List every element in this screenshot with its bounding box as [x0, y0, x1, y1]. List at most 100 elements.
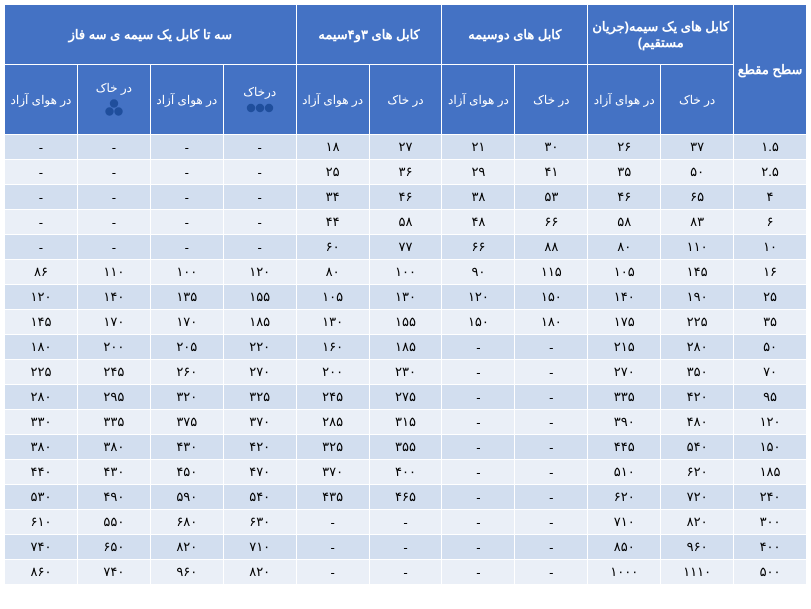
- table-row: ۲.۵۵۰۳۵۴۱۲۹۳۶۲۵----: [5, 160, 807, 185]
- data-cell: ۶۲۰: [588, 485, 661, 510]
- data-cell: -: [515, 385, 588, 410]
- data-cell: -: [223, 135, 296, 160]
- data-cell: ۸۲۰: [150, 535, 223, 560]
- data-cell: -: [150, 210, 223, 235]
- data-cell: ۱۱۵: [515, 260, 588, 285]
- data-cell: ۳۳۵: [588, 385, 661, 410]
- table-body: ۱.۵۳۷۲۶۳۰۲۱۲۷۱۸----۲.۵۵۰۳۵۴۱۲۹۳۶۲۵----۴۶…: [5, 135, 807, 585]
- data-cell: ۴۵۰: [150, 460, 223, 485]
- data-cell: ۱۲۰: [442, 285, 515, 310]
- data-cell: ۵۳۰: [5, 485, 78, 510]
- data-cell: ۸۲۰: [661, 510, 734, 535]
- data-cell: -: [369, 535, 442, 560]
- data-cell: ۱۴۰: [77, 285, 150, 310]
- data-cell: ۱۵۵: [369, 310, 442, 335]
- data-cell: ۳۸۰: [5, 435, 78, 460]
- data-cell: ۹۶۰: [150, 560, 223, 585]
- data-cell: ۱۵۰: [442, 310, 515, 335]
- data-cell: -: [223, 160, 296, 185]
- data-cell: ۷۲۰: [661, 485, 734, 510]
- row-header-cell: ۴: [734, 185, 807, 210]
- data-cell: -: [77, 185, 150, 210]
- data-cell: ۴۴۰: [5, 460, 78, 485]
- data-cell: ۵۱۰: [588, 460, 661, 485]
- data-cell: -: [442, 385, 515, 410]
- table-row: ۱۰۱۱۰۸۰۸۸۶۶۷۷۶۰----: [5, 235, 807, 260]
- data-cell: ۱۰۰: [369, 260, 442, 285]
- data-cell: ۸۶۰: [5, 560, 78, 585]
- data-cell: ۴۳۰: [77, 460, 150, 485]
- table-row: ۴۶۵۴۶۵۳۳۸۴۶۳۴----: [5, 185, 807, 210]
- data-cell: ۲۷۰: [588, 360, 661, 385]
- data-cell: ۳۵: [588, 160, 661, 185]
- data-cell: -: [150, 135, 223, 160]
- table-row: ۵۰۰۱۱۱۰۱۰۰۰----۸۲۰۹۶۰۷۴۰۸۶۰: [5, 560, 807, 585]
- data-cell: -: [515, 560, 588, 585]
- data-cell: ۴۷۰: [223, 460, 296, 485]
- data-cell: -: [442, 435, 515, 460]
- data-cell: ۴۸: [442, 210, 515, 235]
- data-cell: ۷۴۰: [77, 560, 150, 585]
- table-row: ۲۴۰۷۲۰۶۲۰--۴۶۵۴۳۵۵۴۰۵۹۰۴۹۰۵۳۰: [5, 485, 807, 510]
- data-cell: -: [515, 460, 588, 485]
- data-cell: ۵۸: [588, 210, 661, 235]
- data-cell: -: [515, 435, 588, 460]
- data-cell: ۶۱۰: [5, 510, 78, 535]
- data-cell: ۴۴: [296, 210, 369, 235]
- data-cell: -: [296, 535, 369, 560]
- table-row: ۹۵۴۲۰۳۳۵--۲۷۵۲۴۵۳۲۵۳۲۰۲۹۵۲۸۰: [5, 385, 807, 410]
- data-cell: -: [150, 160, 223, 185]
- data-cell: ۲۴۵: [77, 360, 150, 385]
- data-cell: ۲۸۵: [296, 410, 369, 435]
- data-cell: ۲۸۰: [5, 385, 78, 410]
- data-cell: -: [515, 410, 588, 435]
- data-cell: ۶۳۰: [223, 510, 296, 535]
- data-cell: ۸۸: [515, 235, 588, 260]
- data-cell: ۳۴: [296, 185, 369, 210]
- data-cell: ۲۱۵: [588, 335, 661, 360]
- data-cell: -: [5, 135, 78, 160]
- data-cell: ۲۷۵: [369, 385, 442, 410]
- subheader-g2-soil: در خاک: [515, 65, 588, 135]
- data-cell: -: [296, 510, 369, 535]
- data-cell: ۲۶۰: [150, 360, 223, 385]
- table-row: ۷۰۳۵۰۲۷۰--۲۳۰۲۰۰۲۷۰۲۶۰۲۴۵۲۲۵: [5, 360, 807, 385]
- data-cell: ۵۹۰: [150, 485, 223, 510]
- data-cell: ۲۵: [296, 160, 369, 185]
- row-header-cell: ۵۰: [734, 335, 807, 360]
- data-cell: ۴۶: [588, 185, 661, 210]
- data-cell: -: [515, 360, 588, 385]
- data-cell: ۲۰۵: [150, 335, 223, 360]
- data-cell: ۳۷۰: [223, 410, 296, 435]
- data-cell: ۲۹: [442, 160, 515, 185]
- row-header-cell: ۴۰۰: [734, 535, 807, 560]
- data-cell: ۳۲۵: [296, 435, 369, 460]
- data-cell: ۲۴۵: [296, 385, 369, 410]
- row-header-cell: ۳۵: [734, 310, 807, 335]
- data-cell: ۳۵۵: [369, 435, 442, 460]
- data-cell: ۲۲۵: [661, 310, 734, 335]
- row-header-cell: ۳۰۰: [734, 510, 807, 535]
- data-cell: -: [5, 185, 78, 210]
- data-cell: ۵۰: [661, 160, 734, 185]
- data-cell: ۵۵۰: [77, 510, 150, 535]
- data-cell: ۶۵: [661, 185, 734, 210]
- data-cell: ۴۲۰: [223, 435, 296, 460]
- data-cell: ۳۳۰: [5, 410, 78, 435]
- data-cell: ۳۹۰: [588, 410, 661, 435]
- data-cell: ۳۳۵: [77, 410, 150, 435]
- data-cell: -: [150, 185, 223, 210]
- row-header-cell: ۹۵: [734, 385, 807, 410]
- data-cell: ۲۱: [442, 135, 515, 160]
- subheader-g4-soil-tri: در خاک: [77, 65, 150, 135]
- data-cell: ۱۴۵: [661, 260, 734, 285]
- data-cell: -: [442, 560, 515, 585]
- data-cell: -: [223, 210, 296, 235]
- data-cell: ۸۰: [588, 235, 661, 260]
- table-row: ۳۵۲۲۵۱۷۵۱۸۰۱۵۰۱۵۵۱۳۰۱۸۵۱۷۰۱۷۰۱۴۵: [5, 310, 807, 335]
- table-row: ۲۵۱۹۰۱۴۰۱۵۰۱۲۰۱۳۰۱۰۵۱۵۵۱۳۵۱۴۰۱۲۰: [5, 285, 807, 310]
- data-cell: -: [442, 410, 515, 435]
- data-cell: ۶۲۰: [661, 460, 734, 485]
- data-cell: ۱۹۰: [661, 285, 734, 310]
- row-header-cell: ۱۸۵: [734, 460, 807, 485]
